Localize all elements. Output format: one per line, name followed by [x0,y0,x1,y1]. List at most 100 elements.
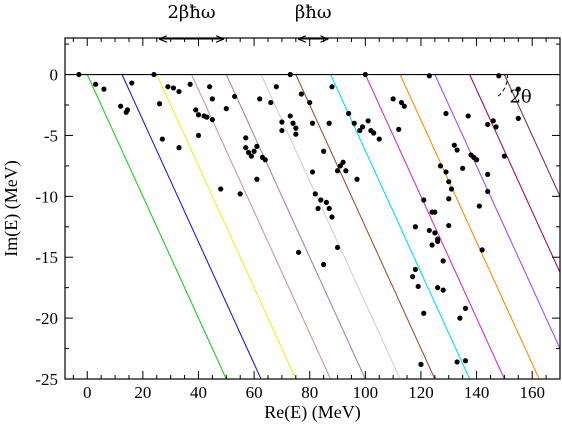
y-tick-label--5: -5 [44,126,58,145]
data-point-35 [262,157,268,163]
data-point-30 [248,153,254,159]
y-tick-label--20: -20 [35,309,58,328]
x-tick-label-60: 60 [246,383,263,402]
data-point-103 [446,222,452,229]
data-point-69 [357,127,363,134]
data-point-51 [312,191,318,197]
x-tick-label-0: 0 [83,383,92,402]
y-tick-label--15: -15 [35,248,58,267]
data-point-96 [437,163,444,169]
data-point-97 [440,258,446,264]
series-line-6 [295,74,436,379]
series-line-4 [225,74,366,379]
data-point-94 [435,238,441,244]
data-point-37 [268,99,274,106]
data-point-6 [124,107,131,113]
x-axis-label: Re(E) (MeV) [264,402,360,423]
data-point-21 [209,96,215,102]
data-point-5 [129,80,135,86]
data-point-39 [279,119,285,125]
data-point-101 [446,179,452,185]
data-point-61 [334,168,341,174]
data-point-31 [251,148,257,154]
data-point-117 [479,247,485,253]
series-line-10 [434,74,560,350]
data-point-86 [421,197,427,203]
data-point-80 [410,274,416,280]
data-point-54 [321,148,327,154]
data-point-57 [326,120,332,126]
data-point-81 [412,224,418,230]
x-tick-label-120: 120 [408,383,434,402]
data-point-50 [309,169,316,175]
data-point-16 [195,112,202,118]
data-point-83 [415,283,421,290]
y-axis-label: Im(E) (MeV) [1,160,22,256]
series-line-9 [399,74,540,379]
data-point-124 [501,153,507,159]
data-point-19 [204,114,210,120]
data-point-125 [515,86,521,92]
data-point-67 [351,120,357,126]
annotation-2theta: 2θ [509,87,531,108]
annotations: 2βħω βħω 2θ [160,2,532,108]
data-point-38 [273,84,279,90]
data-point-116 [476,203,482,209]
data-point-45 [293,131,299,137]
data-point-115 [473,157,480,163]
data-point-48 [307,99,313,106]
data-point-84 [418,361,424,367]
data-point-122 [493,124,499,130]
data-point-87 [426,73,432,79]
data-point-56 [323,199,330,206]
data-point-120 [485,121,491,128]
data-point-88 [426,227,432,234]
data-point-110 [462,305,469,311]
data-point-107 [454,359,460,365]
data-point-58 [326,205,332,212]
data-point-95 [435,285,441,291]
data-point-100 [443,169,449,175]
annotation-bhw: βħω [295,2,332,23]
data-point-13 [176,145,182,151]
data-point-63 [337,163,343,169]
resonance-lines [86,74,560,379]
data-point-78 [398,99,405,106]
data-point-121 [490,118,496,124]
y-tick-label-0: 0 [50,66,59,85]
data-point-102 [446,196,452,202]
data-point-105 [451,142,457,148]
data-point-55 [321,261,327,268]
data-point-75 [376,136,382,142]
data-point-12 [176,88,182,95]
data-point-82 [412,266,418,272]
data-point-72 [365,118,371,124]
data-point-112 [465,113,471,119]
data-point-123 [496,73,502,79]
data-point-66 [346,110,352,117]
data-point-42 [287,113,293,119]
series-line-12 [503,74,560,198]
data-point-126 [515,115,521,121]
data-point-33 [254,176,260,182]
data-point-90 [429,242,435,248]
data-point-23 [218,186,224,192]
data-point-25 [232,93,238,100]
x-tick-label-40: 40 [190,383,207,402]
data-point-109 [460,165,466,171]
data-point-99 [443,110,449,117]
series-line-1 [121,74,262,379]
data-point-92 [432,230,438,236]
data-point-1 [92,81,99,87]
data-point-118 [485,171,491,177]
series-line-8 [364,74,505,379]
data-point-68 [354,176,360,182]
data-point-22 [209,116,215,123]
data-point-32 [254,143,260,149]
data-point-7 [151,71,157,78]
data-point-74 [371,130,377,136]
data-point-2 [101,86,107,92]
series-line-3 [191,74,332,379]
data-point-26 [237,191,243,197]
